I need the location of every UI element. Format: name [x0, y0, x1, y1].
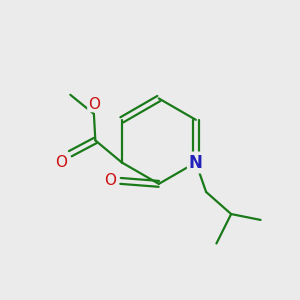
Text: O: O — [104, 173, 116, 188]
Text: O: O — [56, 155, 68, 170]
Text: O: O — [88, 97, 100, 112]
Text: N: N — [189, 154, 203, 172]
